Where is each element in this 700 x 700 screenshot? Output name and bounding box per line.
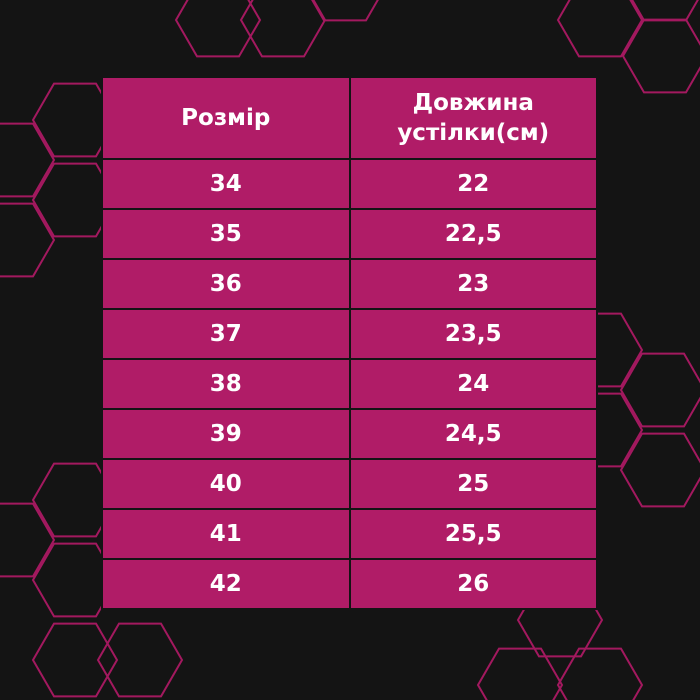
table-row: 35 22,5 (101, 208, 598, 260)
table-row: 42 26 (101, 558, 598, 610)
size-table: Розмір Довжина устілки(см) 34 22 35 22,5 36 2… (101, 76, 598, 610)
length-cell: 24 (348, 358, 598, 410)
size-cell: 42 (101, 558, 351, 610)
length-cell: 25 (348, 458, 598, 510)
table-body: 34 22 35 22,5 36 23 37 23,5 38 24 39 24,5 40 25 41 25,5… (101, 158, 598, 610)
table-row: 36 23 (101, 258, 598, 310)
length-cell: 25,5 (348, 508, 598, 560)
length-cell: 26 (348, 558, 598, 610)
table-row: 39 24,5 (101, 408, 598, 460)
table-row: 38 24 (101, 358, 598, 410)
size-cell: 38 (101, 358, 351, 410)
length-cell: 22,5 (348, 208, 598, 260)
size-cell: 40 (101, 458, 351, 510)
size-cell: 41 (101, 508, 351, 560)
size-cell: 39 (101, 408, 351, 460)
length-cell: 24,5 (348, 408, 598, 460)
table-row: 40 25 (101, 458, 598, 510)
table-row: 34 22 (101, 158, 598, 210)
size-cell: 36 (101, 258, 351, 310)
length-cell: 23,5 (348, 308, 598, 360)
table-row: 41 25,5 (101, 508, 598, 560)
length-cell: 23 (348, 258, 598, 310)
header-cell: Довжина устілки(см) (348, 76, 598, 160)
length-cell: 22 (348, 158, 598, 210)
header-cell: Розмір (101, 76, 351, 160)
table-row: 37 23,5 (101, 308, 598, 360)
size-cell: 35 (101, 208, 351, 260)
size-cell: 37 (101, 308, 351, 360)
header-row: Розмір Довжина устілки(см) (101, 76, 598, 160)
size-cell: 34 (101, 158, 351, 210)
